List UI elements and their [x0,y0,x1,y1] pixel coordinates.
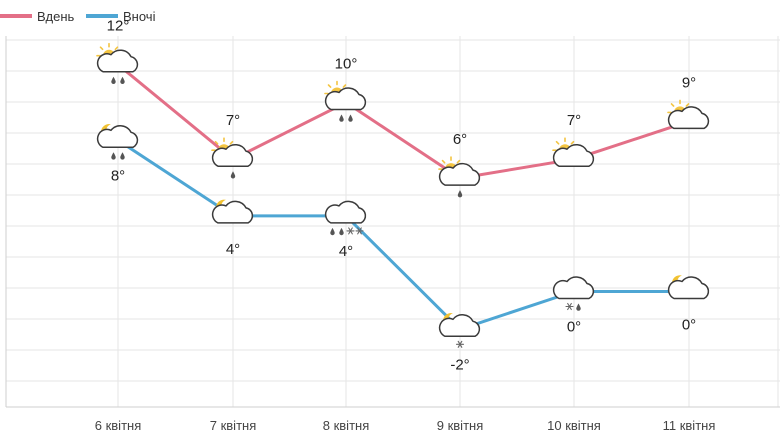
series-line-2 [117,139,689,331]
data-label: 10° [335,56,358,73]
x-tick-label: 11 квітня [663,418,716,433]
sun-cloud-rain-icon [96,42,139,84]
data-label: 9° [682,74,696,91]
x-tick-label: 10 квітня [547,418,601,433]
legend-label-1: Вдень [37,9,75,24]
series-line-1 [117,63,690,180]
data-label: 4° [226,241,240,258]
data-label: 8° [111,167,125,184]
data-label: 0° [682,317,696,334]
x-tick-label: 6 квітня [95,418,142,433]
grid [5,36,780,408]
moon-cloud-icon [211,199,254,224]
sun-cloud-icon [211,137,254,179]
data-labels: 12° 7° 10° 6° 7° 9° 8° 4° 4° -2° 0° 0° [107,18,697,374]
x-axis: 6 квітня 7 квітня 8 квітня 9 квітня 10 квітн… [95,418,716,433]
data-label: 6° [453,131,467,148]
data-label: 7° [226,112,240,129]
data-label: 12° [107,18,130,35]
data-label: 0° [567,319,581,336]
legend-label-2: Вночі [123,9,156,24]
data-label: 7° [567,112,581,129]
data-label: -2° [450,356,469,373]
legend: Вдень Вночі [0,9,156,24]
moon-cloud-icon [667,275,710,300]
data-label: 4° [339,243,353,260]
sun-cloud-icon [552,137,595,167]
sun-cloud-rain-icon [438,156,481,198]
x-tick-label: 9 квітня [437,418,484,433]
series-lines [117,63,690,331]
sun-cloud-icon [667,99,710,130]
sun-cloud-rain-icon [324,80,367,122]
x-tick-label: 8 квітня [323,418,370,433]
x-tick-label: 7 квітня [210,418,257,433]
